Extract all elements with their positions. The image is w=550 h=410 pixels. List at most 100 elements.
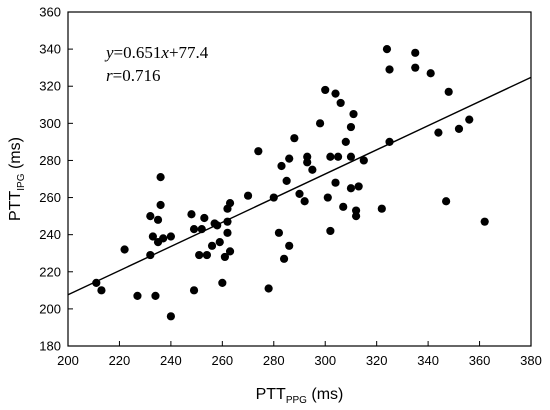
data-point [326,226,335,236]
y-axis-title: PTTIPG (ms) [7,137,27,221]
data-point [315,119,325,128]
x-tick-label: 360 [469,353,491,368]
data-point [151,291,160,300]
data-point [285,154,294,163]
equation-annotation: y=0.651x+77.4 [104,43,209,62]
data-point [285,241,294,250]
data-point [308,165,317,174]
data-point [243,191,253,200]
data-point [465,115,474,124]
data-point [189,286,199,295]
data-point [303,158,312,167]
equation-slope: =0.651 [114,43,162,62]
data-point [282,176,291,185]
data-point [351,212,361,221]
data-point [207,241,217,250]
x-axis-title: PTTPPG (ms) [256,386,344,406]
x-tick-label: 300 [314,353,336,368]
data-point [346,152,356,161]
data-point [200,213,209,223]
data-point [153,215,163,224]
data-point [346,184,356,193]
data-point [97,286,106,295]
y-tick-label: 200 [39,301,61,316]
data-point [411,63,420,72]
data-point [156,173,165,182]
data-point [277,161,286,171]
y-axis-title-sub: IPG [16,173,27,190]
data-point [349,109,358,119]
data-point [333,152,343,161]
data-point [254,147,263,156]
data-point [120,245,129,254]
data-point [166,312,175,321]
r-var: r [106,66,113,85]
data-point [146,212,155,221]
x-axis-title-unit: (ms) [307,386,343,403]
data-point [411,48,420,57]
r-value: =0.716 [113,66,161,85]
plot-frame [67,11,532,347]
data-point [354,182,363,191]
regression-line [67,76,532,296]
equation-intercept: +77.4 [169,43,209,62]
equation-x-var: x [160,43,169,62]
y-tick-label: 220 [39,264,61,279]
data-point [166,232,175,241]
y-tick-label: 240 [39,227,61,242]
data-point [290,134,299,143]
x-tick-label: 280 [263,353,285,368]
y-tick-label: 360 [39,5,61,20]
x-axis-title-main: PTT [256,386,286,403]
data-point [159,234,168,243]
y-tick-label: 260 [39,190,61,205]
data-point [323,193,332,202]
data-point [225,247,235,256]
data-point [434,128,443,137]
data-point [382,45,392,54]
data-point [336,98,345,108]
data-point [218,278,227,288]
data-point [442,197,451,206]
data-point [225,199,235,208]
data-point [385,65,394,74]
x-tick-label: 260 [211,353,233,368]
data-point [223,228,232,237]
data-point [480,217,489,226]
data-point [274,228,284,237]
data-point [326,152,335,161]
data-point [279,254,289,263]
data-point [189,225,199,234]
data-point [300,197,309,206]
data-point [321,85,330,95]
data-point [331,89,340,98]
x-tick-label: 380 [520,353,542,368]
y-tick-label: 180 [39,339,61,354]
data-point [202,250,211,260]
y-axis-title-unit: (ms) [7,137,24,173]
data-point [331,178,340,187]
points-layer [92,45,489,321]
data-point [148,232,157,241]
data-point [195,250,204,260]
data-point [295,189,304,198]
data-point [341,137,350,146]
data-point [133,291,142,300]
data-point [215,237,224,247]
data-point [454,124,464,133]
x-tick-label: 320 [366,353,388,368]
correlation-annotation: r=0.716 [106,66,160,85]
x-tick-label: 200 [57,353,79,368]
data-point [187,210,196,219]
y-axis-title-main: PTT [7,191,24,221]
data-point [339,202,348,211]
y-tick-label: 340 [39,42,61,57]
data-point [426,69,435,78]
data-point [346,122,356,132]
data-point [156,200,165,210]
data-point [444,87,453,96]
x-tick-label: 340 [417,353,439,368]
equation-y-var: y [104,43,114,62]
